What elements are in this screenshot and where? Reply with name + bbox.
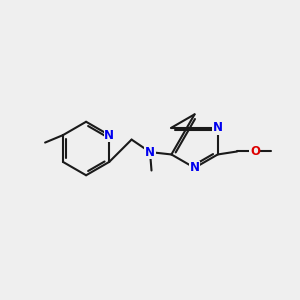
Text: N: N xyxy=(190,161,200,174)
Text: N: N xyxy=(104,129,114,142)
Text: N: N xyxy=(213,121,223,134)
Text: O: O xyxy=(250,145,260,158)
Text: N: N xyxy=(145,146,155,159)
